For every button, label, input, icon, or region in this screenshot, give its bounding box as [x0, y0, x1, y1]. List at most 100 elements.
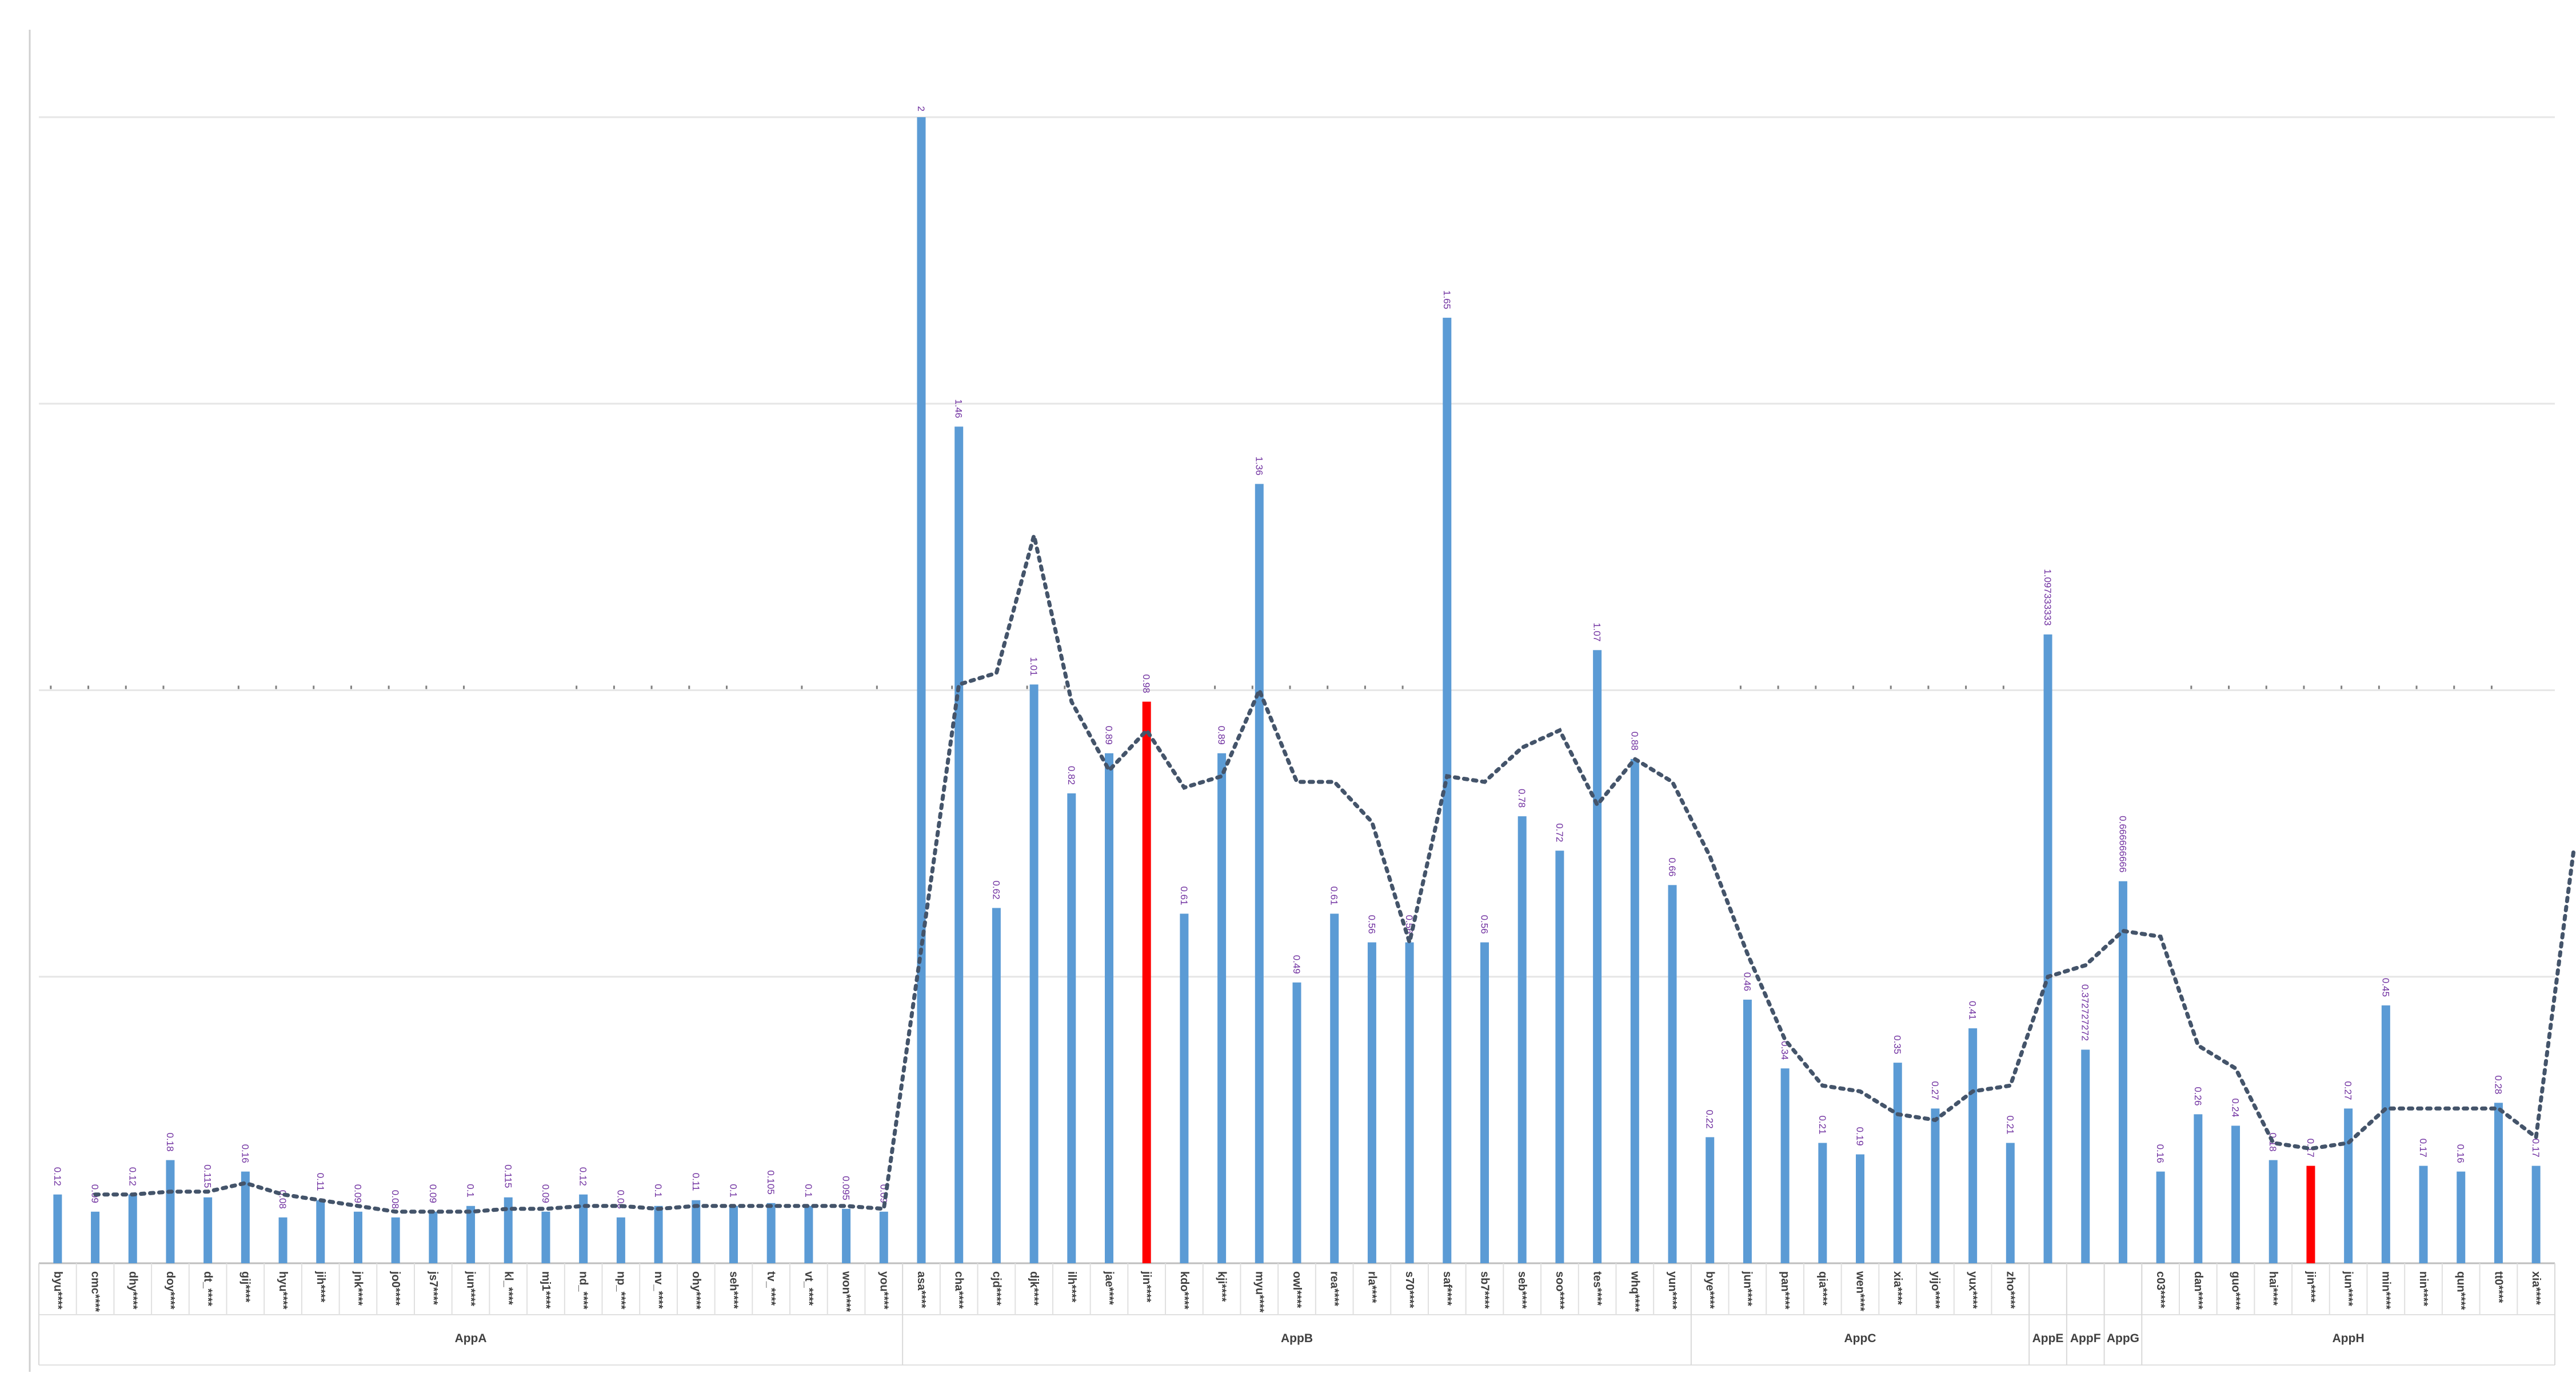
data-label: 0.27	[2343, 1081, 2354, 1100]
category-label: yun****	[1666, 1271, 1679, 1310]
data-label: 0.09	[540, 1184, 551, 1203]
group-axis: AppA AppB AppC AppE AppF AppG AppH	[38, 1263, 2555, 1366]
category-label: c03****	[2154, 1271, 2167, 1308]
group-label: AppG	[2107, 1332, 2139, 1345]
category-label: jin****	[1140, 1271, 1153, 1303]
category-label: wen****	[1854, 1271, 1867, 1311]
bar	[804, 1206, 813, 1263]
bar	[1405, 942, 1414, 1263]
data-label: 0.095	[841, 1176, 852, 1200]
data-label: 0.27	[1930, 1081, 1940, 1100]
category-label: ilh****	[1065, 1271, 1078, 1303]
group-label: AppB	[1281, 1332, 1313, 1345]
bar	[91, 1211, 100, 1263]
data-label: 0.22	[1704, 1109, 1715, 1128]
bar	[879, 1211, 888, 1263]
category-label: whq****	[1628, 1271, 1641, 1312]
bar	[2344, 1108, 2353, 1263]
category-label: hai****	[2267, 1271, 2279, 1306]
bar	[2531, 1166, 2541, 1263]
data-label: 0.66	[1667, 857, 1678, 876]
category-label: ohy****	[690, 1271, 702, 1310]
category-label: gij****	[239, 1271, 251, 1303]
data-label: 0.21	[2004, 1115, 2015, 1134]
group-label: AppF	[2070, 1332, 2101, 1345]
bar	[128, 1194, 137, 1263]
category-label: byu****	[51, 1271, 64, 1310]
bar	[1630, 759, 1639, 1263]
category-label: seh****	[727, 1271, 740, 1309]
bar	[2081, 1049, 2090, 1263]
bar	[2457, 1171, 2466, 1263]
bar	[2043, 634, 2052, 1263]
data-label: 0.18	[165, 1133, 175, 1152]
data-label: 0.115	[502, 1164, 513, 1188]
bar	[1968, 1028, 1978, 1263]
bar	[2494, 1103, 2503, 1263]
category-label: sb7****	[1479, 1271, 1491, 1309]
data-label: 0.105	[765, 1170, 776, 1195]
bar	[2419, 1166, 2428, 1263]
bar	[278, 1217, 287, 1263]
data-label: 0.1	[653, 1184, 664, 1198]
bar	[1593, 650, 1602, 1263]
data-label: 0.62	[991, 880, 1001, 899]
data-label: 0.21	[1817, 1115, 1828, 1134]
group-label: AppH	[2333, 1332, 2365, 1345]
bar	[692, 1200, 701, 1263]
data-label: 0.49	[1291, 955, 1302, 974]
bar	[1517, 816, 1527, 1263]
data-label: 0.11	[690, 1173, 701, 1191]
data-label: 0.17	[2530, 1139, 2541, 1158]
category-label: xia****	[1891, 1271, 1904, 1305]
data-label: 0.19	[1855, 1127, 1866, 1146]
bar	[53, 1194, 62, 1263]
data-label: 1.097333333	[2042, 569, 2053, 625]
category-label: jo0****	[389, 1271, 402, 1306]
data-label: 1.07	[1592, 622, 1603, 641]
category-label: tv_****	[765, 1271, 777, 1306]
category-label: nd_****	[577, 1271, 590, 1310]
data-label: 0.12	[578, 1167, 589, 1186]
bar	[1104, 753, 1113, 1263]
category-label: js7****	[427, 1271, 440, 1305]
category-label: bye****	[1704, 1271, 1716, 1309]
category-label: yijo****	[1929, 1271, 1942, 1309]
data-label: 0.16	[2455, 1144, 2466, 1163]
category-label: won****	[840, 1271, 853, 1312]
category-label: owl****	[1291, 1271, 1303, 1308]
bar	[541, 1211, 550, 1263]
category-label: saf****	[1441, 1271, 1453, 1306]
data-label: 0.98	[1141, 674, 1152, 693]
category-label: jun****	[1741, 1271, 1754, 1306]
data-label: 2	[916, 106, 926, 111]
bar	[466, 1206, 476, 1263]
bar	[2118, 881, 2127, 1263]
data-label: 0.1	[803, 1184, 814, 1198]
data-label: 0.16	[2155, 1144, 2166, 1163]
category-label: cha****	[953, 1271, 965, 1309]
bar	[1856, 1154, 1865, 1263]
gridline-tick-markers	[50, 685, 2493, 689]
bar	[1893, 1063, 1902, 1263]
category-label: qia****	[1816, 1271, 1829, 1306]
bar	[1443, 317, 1452, 1263]
data-label: 0.372727272	[2080, 984, 2091, 1041]
category-label: yux****	[1967, 1271, 1979, 1309]
bar	[1180, 913, 1189, 1263]
data-label: 1.01	[1028, 657, 1039, 676]
category-label: cmc****	[89, 1271, 102, 1312]
group-label: AppA	[455, 1332, 487, 1345]
bar	[203, 1197, 213, 1263]
data-label: 0.61	[1179, 886, 1189, 905]
data-label: 0.78	[1516, 789, 1527, 808]
category-label: asa****	[915, 1271, 928, 1308]
category-label: cjd****	[990, 1271, 1003, 1306]
bar	[166, 1160, 175, 1263]
category-label: np_****	[614, 1271, 627, 1310]
category-label: hyu****	[277, 1271, 289, 1310]
data-label: 0.35	[1892, 1035, 1903, 1054]
bar	[1706, 1137, 1715, 1263]
data-label: 0.09	[352, 1184, 363, 1203]
